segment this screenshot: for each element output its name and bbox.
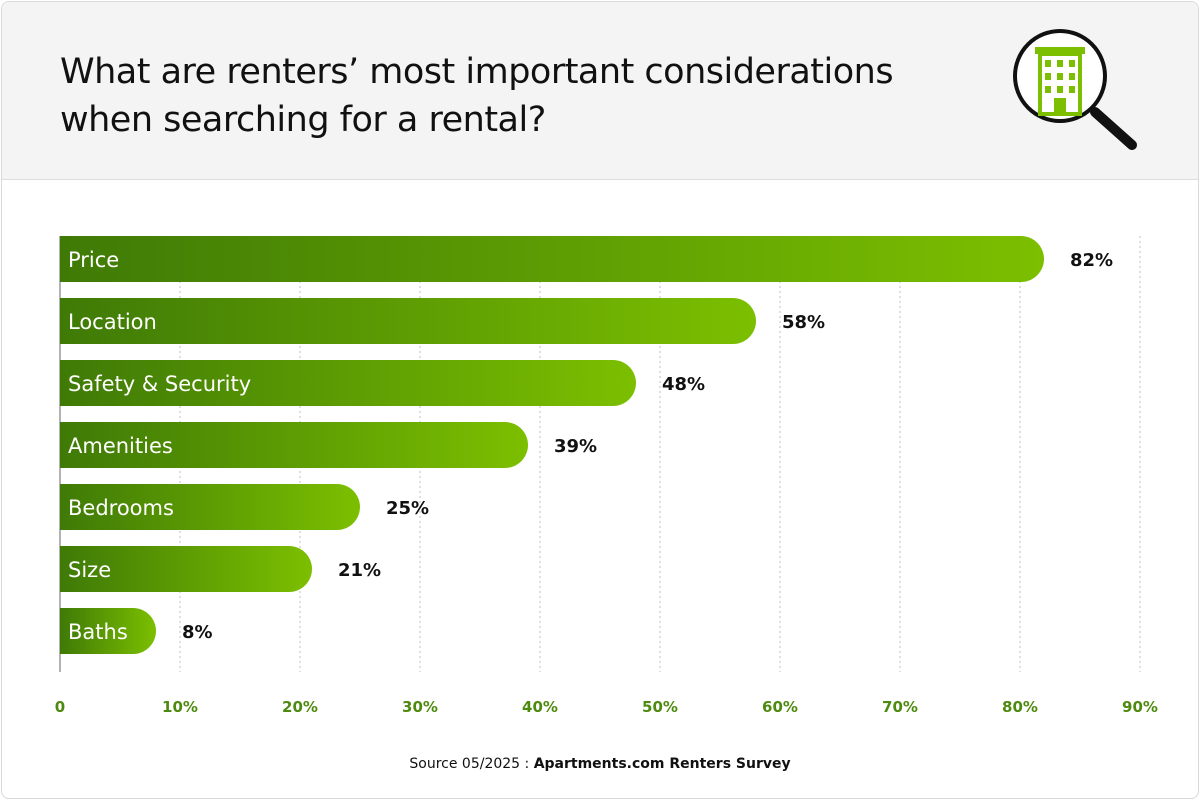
- bar-2: [60, 360, 636, 406]
- bar-category-label: Amenities: [68, 434, 173, 458]
- bar-value-label: 39%: [554, 436, 597, 457]
- x-axis-ticks: 0 10% 20% 30% 40% 50% 60% 70% 80% 90%: [55, 698, 1158, 716]
- source-note: Source 05/2025 : Apartments.com Renters …: [2, 756, 1198, 772]
- bar-value-label: 21%: [338, 560, 381, 581]
- bars: Price 82% Location 58% Safety & Security 48% A…: [60, 236, 1113, 654]
- bar-0: [60, 236, 1044, 282]
- bar-category-label: Size: [68, 558, 111, 582]
- source-prefix: Source 05/2025 :: [409, 756, 534, 772]
- source-name: Apartments.com Renters Survey: [533, 756, 791, 772]
- bar-value-label: 58%: [782, 312, 825, 333]
- bar-5: [60, 546, 312, 592]
- x-tick-label: 80%: [1002, 698, 1038, 716]
- bar-1: [60, 298, 756, 344]
- x-tick-label: 70%: [882, 698, 918, 716]
- bar-category-label: Location: [68, 310, 157, 334]
- x-tick-label: 20%: [282, 698, 318, 716]
- bar-6: [60, 608, 156, 654]
- x-tick-label: 40%: [522, 698, 558, 716]
- bar-3: [60, 422, 528, 468]
- bar-category-label: Safety & Security: [68, 372, 251, 396]
- x-tick-label: 90%: [1122, 698, 1158, 716]
- x-tick-label: 30%: [402, 698, 438, 716]
- x-tick-label: 60%: [762, 698, 798, 716]
- building-magnifier-icon: [1013, 29, 1137, 150]
- bar-chart: Price 82% Location 58% Safety & Security 48% A…: [55, 236, 1158, 716]
- header: What are renters’ most important conside…: [2, 2, 1198, 180]
- bar-category-label: Bedrooms: [68, 496, 174, 520]
- bar-4: [60, 484, 360, 530]
- bar-category-label: Price: [68, 248, 119, 272]
- bar-value-label: 25%: [386, 498, 429, 519]
- bar-value-label: 48%: [662, 374, 705, 395]
- x-tick-label: 0: [55, 698, 65, 716]
- x-tick-label: 50%: [642, 698, 678, 716]
- bar-category-label: Baths: [68, 620, 128, 644]
- x-tick-label: 10%: [162, 698, 198, 716]
- bar-value-label: 8%: [182, 622, 213, 643]
- chart-title: What are renters’ most important conside…: [60, 52, 894, 140]
- bar-value-label: 82%: [1070, 250, 1113, 271]
